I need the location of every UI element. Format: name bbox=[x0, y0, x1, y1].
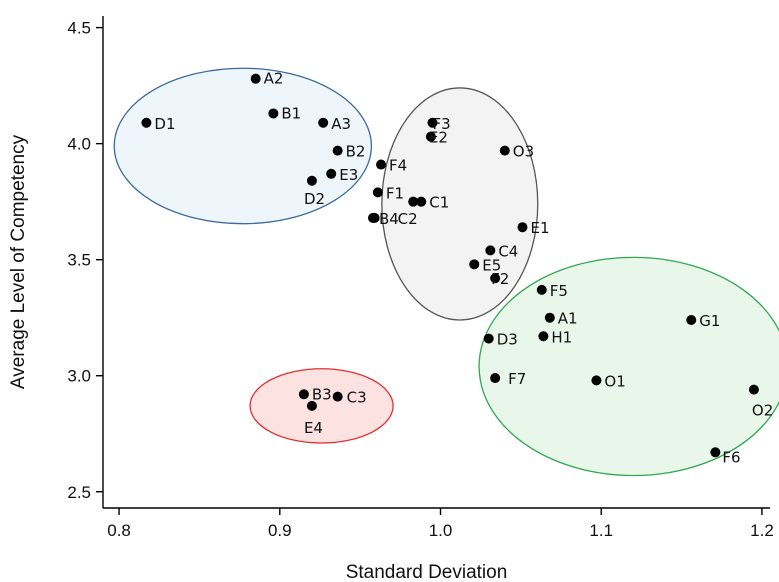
cluster-ellipse-gray bbox=[381, 87, 539, 321]
data-point-a2 bbox=[250, 73, 261, 84]
data-point-f4 bbox=[376, 159, 387, 170]
data-point-e4 bbox=[306, 400, 317, 411]
data-point-o1 bbox=[591, 375, 602, 386]
point-label-f7: F7 bbox=[508, 370, 526, 388]
data-point-f6 bbox=[710, 447, 721, 458]
data-point-c4 bbox=[485, 245, 496, 256]
point-label-c3: C3 bbox=[347, 389, 367, 407]
point-label-d2: D2 bbox=[304, 190, 325, 208]
data-point-c1 bbox=[416, 196, 427, 207]
point-label-g1: G1 bbox=[699, 312, 720, 330]
y-tick-label: 2.5 bbox=[67, 483, 91, 502]
point-label-e2: E2 bbox=[429, 129, 448, 147]
point-label-b1: B1 bbox=[281, 104, 301, 122]
cluster-ellipse-red bbox=[249, 368, 394, 444]
x-ticks: 0.8 0.9 1.0 1.1 1.2 bbox=[107, 508, 774, 540]
data-point-f3 bbox=[427, 117, 438, 128]
data-point-h1 bbox=[538, 331, 549, 342]
point-label-o2: O2 bbox=[752, 402, 773, 420]
point-label-c4: C4 bbox=[498, 242, 518, 260]
data-point-o3 bbox=[499, 145, 510, 156]
point-label-f4: F4 bbox=[389, 157, 407, 175]
data-point-f7 bbox=[490, 373, 501, 384]
point-label-f5: F5 bbox=[550, 282, 568, 300]
data-point-d3 bbox=[483, 333, 494, 344]
y-tick-label: 3.5 bbox=[67, 251, 91, 270]
point-label-f3: F3 bbox=[432, 115, 450, 133]
point-label-a3: A3 bbox=[331, 115, 351, 133]
data-point-a3 bbox=[318, 117, 329, 128]
point-label-f1: F1 bbox=[386, 184, 404, 202]
data-point-f2 bbox=[490, 273, 501, 284]
data-point-e1 bbox=[517, 222, 528, 233]
data-point-e2 bbox=[425, 131, 436, 142]
data-point-f1 bbox=[372, 187, 383, 198]
point-label-o3: O3 bbox=[513, 143, 534, 161]
data-point-f5 bbox=[536, 284, 547, 295]
data-point-d2 bbox=[306, 175, 317, 186]
point-label-e3: E3 bbox=[339, 166, 358, 184]
data-point bbox=[408, 196, 419, 207]
point-label-c2: C2 bbox=[398, 210, 418, 228]
data-point-b3 bbox=[298, 389, 309, 400]
point-label-b4: B4 bbox=[379, 210, 399, 228]
data-point-c2 bbox=[369, 212, 380, 223]
data-point-c3 bbox=[332, 391, 343, 402]
data-point-e3 bbox=[326, 168, 337, 179]
point-label-e4: E4 bbox=[304, 419, 323, 437]
x-tick-label: 0.9 bbox=[268, 521, 292, 540]
x-tick-label: 1.2 bbox=[750, 521, 774, 540]
data-point-b2 bbox=[332, 145, 343, 156]
x-axis-title: Standard Deviation bbox=[346, 562, 508, 582]
point-label-a2: A2 bbox=[264, 70, 284, 88]
point-label-d3: D3 bbox=[497, 331, 518, 349]
data-point-e5 bbox=[469, 259, 480, 270]
point-label-c1: C1 bbox=[429, 194, 449, 212]
point-label-a1: A1 bbox=[558, 310, 578, 328]
point-label-f6: F6 bbox=[722, 448, 740, 466]
y-tick-label: 3.0 bbox=[67, 367, 91, 386]
y-axis-title: Average Level of Competency bbox=[8, 134, 29, 389]
data-point-a1 bbox=[544, 312, 555, 323]
point-label-e5: E5 bbox=[482, 256, 501, 274]
x-tick-label: 1.0 bbox=[429, 521, 453, 540]
point-label-b2: B2 bbox=[346, 143, 366, 161]
data-point-d1 bbox=[141, 117, 152, 128]
x-tick-label: 0.8 bbox=[107, 521, 131, 540]
cluster-ellipses bbox=[113, 67, 779, 477]
point-label-e1: E1 bbox=[530, 219, 549, 237]
data-point-o2 bbox=[748, 384, 759, 395]
data-point-b1 bbox=[268, 108, 279, 119]
point-label-b3: B3 bbox=[312, 385, 332, 403]
axes: 0.8 0.9 1.0 1.1 1.2 2.5 3.0 3.5 4.0 4.5 bbox=[67, 16, 774, 540]
point-label-h1: H1 bbox=[551, 328, 572, 346]
point-label-o1: O1 bbox=[604, 372, 625, 390]
y-ticks: 2.5 3.0 3.5 4.0 4.5 bbox=[67, 19, 103, 502]
point-label-f2: F2 bbox=[491, 270, 509, 288]
y-tick-label: 4.0 bbox=[67, 135, 91, 154]
point-label-d1: D1 bbox=[154, 115, 175, 133]
data-point-g1 bbox=[686, 315, 697, 326]
cluster-ellipse-blue bbox=[113, 67, 373, 225]
cluster-ellipse-green bbox=[478, 256, 779, 477]
x-tick-label: 1.1 bbox=[589, 521, 613, 540]
y-tick-label: 4.5 bbox=[67, 19, 91, 38]
